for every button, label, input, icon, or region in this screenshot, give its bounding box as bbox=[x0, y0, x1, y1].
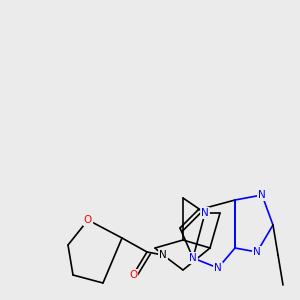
Text: N: N bbox=[214, 263, 222, 273]
Text: N: N bbox=[159, 250, 167, 260]
Text: O: O bbox=[129, 270, 137, 280]
Text: N: N bbox=[253, 247, 261, 257]
Text: O: O bbox=[84, 215, 92, 225]
Text: N: N bbox=[258, 190, 266, 200]
Text: N: N bbox=[201, 208, 209, 218]
Text: N: N bbox=[189, 253, 197, 263]
